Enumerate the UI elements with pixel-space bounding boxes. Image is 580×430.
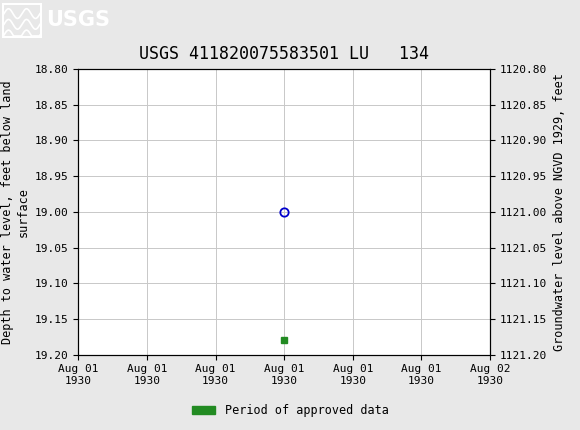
Y-axis label: Groundwater level above NGVD 1929, feet: Groundwater level above NGVD 1929, feet — [553, 73, 566, 351]
Bar — [3, 4, 41, 37]
Y-axis label: Depth to water level, feet below land
surface: Depth to water level, feet below land su… — [1, 80, 29, 344]
Legend: Period of approved data: Period of approved data — [187, 399, 393, 422]
Text: USGS: USGS — [46, 10, 110, 31]
Title: USGS 411820075583501 LU   134: USGS 411820075583501 LU 134 — [139, 45, 429, 63]
